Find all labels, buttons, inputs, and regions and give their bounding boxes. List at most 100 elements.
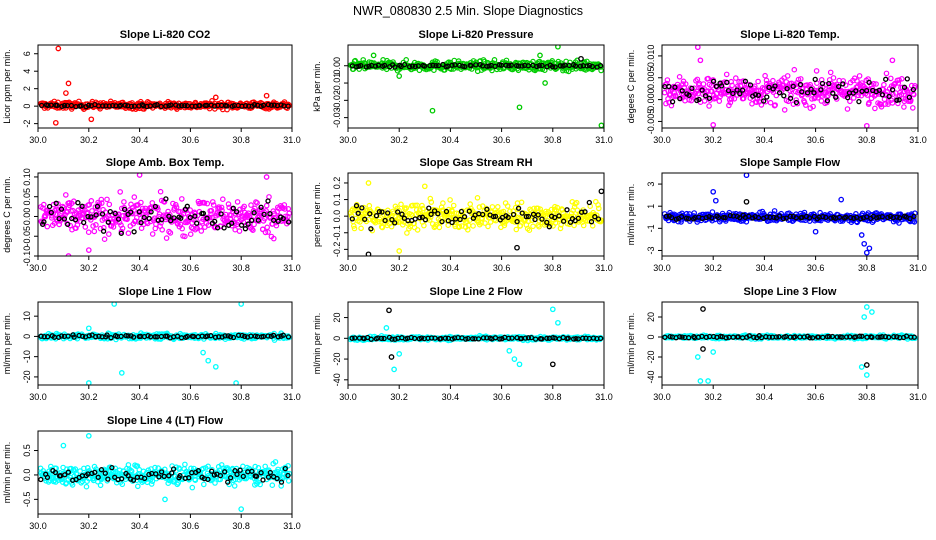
point [462,63,468,70]
point [598,217,604,223]
point [876,87,882,93]
x-tick-label: 30.8 [858,135,876,145]
point [539,336,545,342]
point [257,481,264,488]
x-tick-label: 30.4 [756,135,774,145]
point [130,334,137,340]
point [351,225,358,232]
point-outlier [514,244,520,251]
point [392,336,398,342]
point-outlier [370,52,377,59]
x-tick-label: 30.0 [29,392,47,402]
point-outlier [200,349,206,356]
x-tick-label: 31.0 [909,263,927,273]
point [112,465,119,472]
x-tick-label: 30.2 [80,135,98,145]
y-tick-label: -2 [22,120,32,128]
y-tick-label: -0.2 [332,242,342,258]
point [135,483,141,490]
point [417,214,423,221]
point [148,209,154,215]
point [59,103,65,110]
point [723,335,729,341]
point [349,335,355,341]
point [797,81,804,88]
x-tick-label: 30.6 [807,263,825,273]
x-tick-label: 30.2 [704,263,722,273]
point [588,219,595,225]
point [389,216,395,223]
y-tick-label: 0.05 [22,188,32,206]
point [886,93,892,100]
point [505,214,511,221]
y-tick-label: -0.05 [22,226,32,247]
point [766,84,772,91]
point [89,208,95,214]
point [157,188,164,195]
point [242,226,249,232]
point [677,334,683,340]
y-axis-label: ml/min per min. [626,184,636,246]
point [889,100,896,106]
point-outlier [511,356,518,362]
point [118,228,125,235]
point [421,63,428,69]
point [557,63,563,69]
point [125,333,131,339]
x-tick-label: 31.0 [595,263,613,273]
x-tick-label: 30.6 [182,135,200,145]
point-outlier [263,174,270,180]
data-points [38,173,292,256]
point [175,480,182,486]
point-outlier [598,188,604,195]
point [255,217,261,223]
point [166,228,172,235]
point [122,102,128,108]
y-tick-label: 0 [22,334,32,339]
point [201,481,207,488]
y-tick-label: -1 [646,224,656,232]
point [525,213,532,220]
point [826,80,832,87]
point [492,335,499,341]
point [372,63,379,69]
point [419,202,425,209]
point [381,335,387,342]
data-points [662,173,918,256]
point [480,335,487,341]
point [806,218,813,224]
point [125,230,132,237]
x-tick-label: 30.8 [544,135,562,145]
y-axis-label: percent per min. [312,182,322,247]
point-outlier [598,122,604,128]
point [373,213,380,219]
point [378,335,385,342]
point [46,203,53,210]
point-outlier [396,248,403,254]
point [481,58,488,65]
point [215,211,222,218]
point [99,200,105,206]
point [362,216,368,222]
point [357,219,363,225]
y-tick-label: -40 [332,373,342,386]
point [705,75,712,82]
point [81,219,87,226]
point [187,231,194,238]
point [772,102,779,108]
point [194,220,200,226]
point [896,220,902,226]
point [573,335,579,342]
point [38,102,45,109]
point-outlier [396,73,403,79]
point [519,210,525,216]
point-outlier [55,45,62,52]
series-mean [38,101,291,110]
y-tick-label: 0.000 [646,88,656,111]
panel-title: Slope Amb. Box Temp. [106,157,225,169]
point [366,63,372,69]
point [662,334,668,340]
point-outlier [710,122,717,128]
point [525,335,532,341]
point [97,225,104,232]
